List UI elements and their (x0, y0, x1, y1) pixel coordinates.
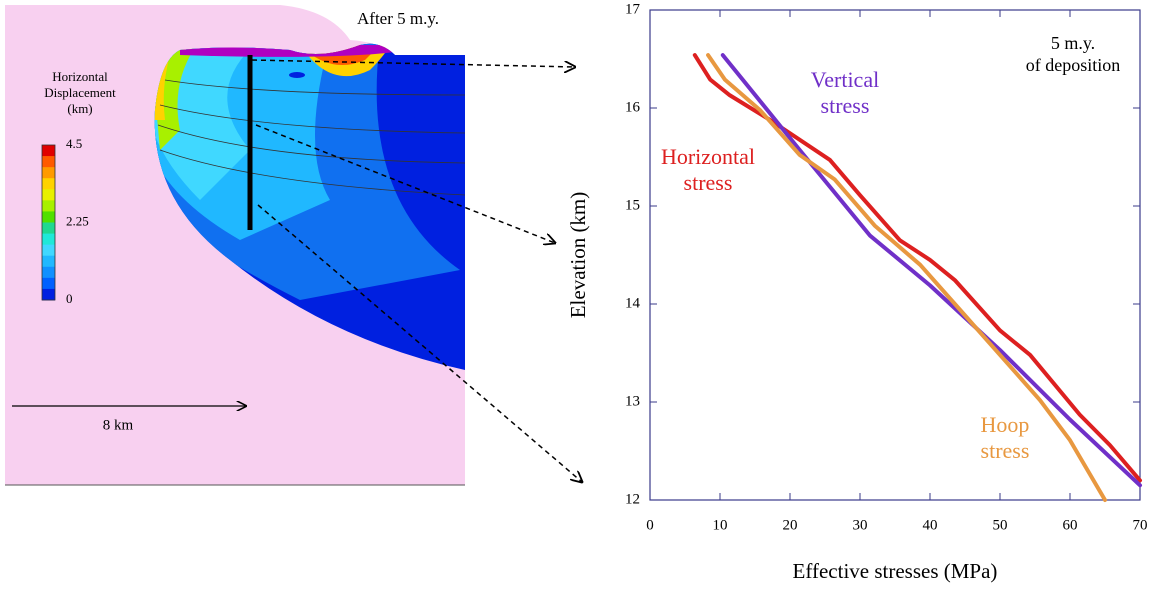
colorbar-swatch (42, 255, 55, 268)
colorbar-swatch (42, 156, 55, 168)
colorbar-swatch (42, 222, 55, 235)
colorbar-title: Displacement (44, 85, 116, 100)
colorbar-swatch (42, 211, 55, 223)
series-label: Vertical stress (811, 67, 879, 118)
air (5, 5, 465, 55)
colorbar-swatch (42, 145, 55, 157)
x-tick-label: 50 (993, 517, 1008, 533)
colorbar-tick-label: 0 (66, 291, 73, 306)
colorbar-title: (km) (67, 101, 92, 116)
colorbar-swatch (42, 200, 55, 212)
series-line (706, 53, 1107, 502)
x-tick-label: 10 (713, 517, 728, 533)
y-axis-label: Elevation (km) (566, 192, 590, 319)
colorbar-swatch (42, 277, 55, 290)
colorbar-tick-label: 2.25 (66, 213, 89, 228)
colorbar-frame (41, 144, 56, 301)
y-tick-label: 13 (625, 393, 640, 409)
stress-chart: 0 10 20 30 40 50 60 70 12 13 14 15 16 17 Effective str… (566, 1, 1148, 582)
series-line (692, 53, 1142, 483)
colorbar-swatch (42, 189, 55, 201)
y-tick-label: 12 (625, 491, 640, 507)
scale-label: 8 km (103, 417, 134, 433)
diagram-title: After 5 m.y. (357, 9, 439, 28)
pointer-arrows (251, 59, 582, 482)
colorbar-swatch (42, 178, 55, 190)
colorbar-tick-label: 4.5 (66, 136, 82, 151)
x-tick-label: 20 (783, 517, 798, 533)
y-tick-label: 15 (625, 197, 640, 213)
colorbar-swatch (42, 233, 55, 246)
colorbar-swatch (42, 288, 55, 301)
y-tick-label: 17 (625, 1, 641, 17)
colorbar-title: Horizontal (52, 69, 108, 84)
series-label: Hoop stress (981, 412, 1030, 463)
annotation: 5 m.y. of deposition (1026, 33, 1121, 75)
colorbar-swatch (42, 244, 55, 257)
colorbar-swatch (42, 167, 55, 179)
x-tick-label: 0 (646, 517, 654, 533)
colorbar-swatch (42, 266, 55, 279)
series-label: Horizontal stress (661, 144, 755, 195)
plot-frame (649, 9, 1141, 501)
x-axis-label: Effective stresses (MPa) (793, 559, 998, 583)
y-tick-label: 16 (625, 99, 641, 115)
model-diagram: After 5 m.y. 8 km HorizontalDisplacement… (5, 5, 582, 486)
series-line (720, 53, 1142, 488)
x-tick-label: 40 (923, 517, 938, 533)
displacement-field (154, 43, 466, 370)
x-tick-label: 30 (853, 517, 868, 533)
x-tick-label: 70 (1133, 517, 1148, 533)
y-tick-label: 14 (625, 295, 641, 311)
x-tick-label: 60 (1063, 517, 1078, 533)
